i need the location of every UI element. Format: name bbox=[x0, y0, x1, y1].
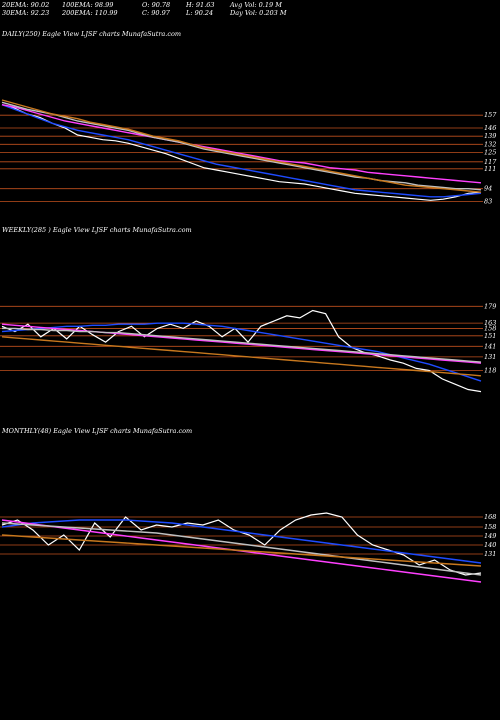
weekly-tick-label: 131 bbox=[484, 353, 496, 361]
daily-chart-title: DAILY(250) Eagle View LJSF charts Munafa… bbox=[2, 30, 182, 38]
daily-series-line-3 bbox=[1, 101, 482, 191]
stat-20ema: 20EMA: 90.02 bbox=[2, 1, 50, 9]
stat-avg-vol: Avg Vol: 0.19 M bbox=[230, 1, 282, 9]
weekly-chart-title: WEEKLY(285 ) Eagle View LJSF charts Muna… bbox=[2, 226, 192, 234]
weekly-series-line-0 bbox=[1, 309, 482, 393]
daily-tick-label: 94 bbox=[484, 185, 492, 193]
daily-tick-label: 117 bbox=[484, 158, 497, 166]
weekly-tick-label: 141 bbox=[484, 342, 496, 350]
monthly-series-line-1 bbox=[1, 519, 482, 564]
weekly-series-line-1 bbox=[1, 322, 482, 382]
daily-tick-label: 83 bbox=[484, 198, 492, 206]
weekly-tick-label: 118 bbox=[484, 367, 496, 375]
daily-series-line-2 bbox=[1, 104, 482, 184]
daily-tick-label: 111 bbox=[484, 165, 496, 173]
weekly-tick-label: 179 bbox=[484, 302, 496, 310]
daily-tick-label: 157 bbox=[484, 111, 497, 119]
stat-close: C: 90.97 bbox=[142, 9, 170, 17]
daily-series-line-1 bbox=[1, 104, 482, 198]
stat-30ema: 30EMA: 92.23 bbox=[2, 9, 50, 17]
monthly-tick-label: 131 bbox=[484, 550, 496, 558]
monthly-chart-title: MONTHLY(48) Eagle View LJSF charts Munaf… bbox=[2, 427, 193, 435]
stat-100ema: 100EMA: 98.99 bbox=[62, 1, 114, 9]
monthly-tick-label: 158 bbox=[484, 523, 496, 531]
daily-series-line-4 bbox=[1, 99, 482, 193]
weekly-tick-label: 151 bbox=[484, 332, 496, 340]
monthly-series-line-4 bbox=[1, 534, 482, 567]
daily-series-line-0 bbox=[1, 104, 482, 201]
monthly-tick-label: 140 bbox=[484, 541, 496, 549]
stat-open: O: 90.78 bbox=[142, 1, 171, 9]
daily-tick-label: 132 bbox=[484, 140, 496, 148]
weekly-series-line-2 bbox=[1, 323, 482, 364]
monthly-tick-label: 168 bbox=[484, 513, 496, 521]
daily-tick-label: 125 bbox=[484, 149, 496, 157]
stat-low: L: 90.24 bbox=[186, 9, 214, 17]
daily-tick-label: 146 bbox=[484, 124, 496, 132]
weekly-series-line-3 bbox=[2, 327, 482, 363]
daily-tick-label: 139 bbox=[484, 132, 496, 140]
monthly-series-line-3 bbox=[1, 522, 482, 576]
weekly-tick-label: 158 bbox=[484, 324, 496, 332]
stat-high: H: 91.63 bbox=[186, 1, 215, 9]
stat-day-vol: Day Vol: 0.203 M bbox=[230, 9, 287, 17]
monthly-tick-label: 149 bbox=[484, 532, 496, 540]
weekly-tick-label: 163 bbox=[484, 319, 496, 327]
weekly-series-line-4 bbox=[1, 336, 482, 377]
stat-200ema: 200EMA: 110.99 bbox=[62, 9, 118, 17]
